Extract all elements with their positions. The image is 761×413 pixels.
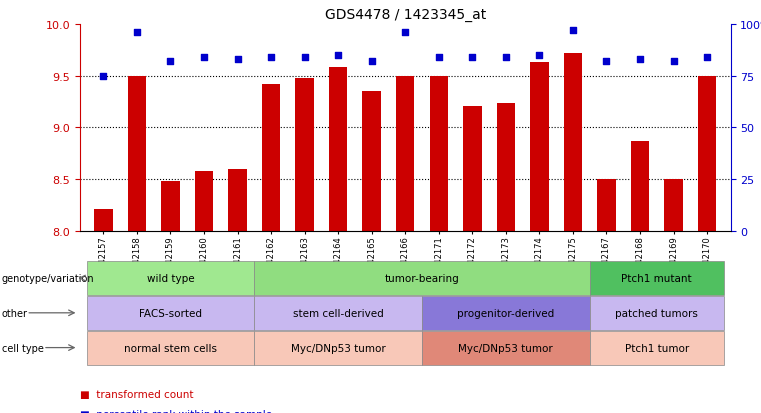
Text: stem cell-derived: stem cell-derived: [293, 308, 384, 318]
Text: Myc/DNp53 tumor: Myc/DNp53 tumor: [291, 343, 386, 353]
Bar: [262, 85, 280, 231]
Text: ■  percentile rank within the sample: ■ percentile rank within the sample: [80, 409, 272, 413]
Bar: [429, 76, 448, 231]
Text: other: other: [2, 308, 27, 318]
Bar: [161, 182, 180, 231]
Point: [533, 52, 546, 59]
Text: ■  transformed count: ■ transformed count: [80, 389, 193, 399]
Text: Myc/DNp53 tumor: Myc/DNp53 tumor: [458, 343, 553, 353]
Point: [231, 57, 244, 63]
Bar: [631, 142, 649, 231]
Bar: [94, 209, 113, 231]
Bar: [564, 54, 582, 231]
Bar: [195, 171, 213, 231]
Point: [265, 55, 277, 61]
Point: [433, 55, 445, 61]
Point: [634, 57, 646, 63]
Point: [701, 55, 713, 61]
Point: [500, 55, 512, 61]
Point: [667, 59, 680, 65]
Bar: [497, 103, 515, 231]
Bar: [597, 180, 616, 231]
Text: cell type: cell type: [2, 343, 43, 353]
Text: Ptch1 tumor: Ptch1 tumor: [625, 343, 689, 353]
Bar: [530, 63, 549, 231]
Point: [567, 28, 579, 34]
Bar: [698, 76, 716, 231]
Bar: [329, 68, 347, 231]
Text: genotype/variation: genotype/variation: [2, 273, 94, 283]
Point: [164, 59, 177, 65]
Bar: [295, 78, 314, 231]
Bar: [362, 92, 381, 231]
Text: patched tumors: patched tumors: [616, 308, 698, 318]
Point: [198, 55, 210, 61]
Point: [466, 55, 479, 61]
Bar: [664, 180, 683, 231]
Bar: [463, 106, 482, 231]
Point: [131, 30, 143, 36]
Title: GDS4478 / 1423345_at: GDS4478 / 1423345_at: [325, 8, 486, 22]
Text: wild type: wild type: [147, 273, 194, 283]
Point: [298, 55, 310, 61]
Bar: [128, 76, 146, 231]
Bar: [396, 76, 415, 231]
Text: progenitor-derived: progenitor-derived: [457, 308, 555, 318]
Text: tumor-bearing: tumor-bearing: [384, 273, 460, 283]
Text: normal stem cells: normal stem cells: [124, 343, 217, 353]
Point: [400, 30, 412, 36]
Point: [97, 73, 110, 80]
Point: [365, 59, 377, 65]
Point: [332, 52, 344, 59]
Text: Ptch1 mutant: Ptch1 mutant: [622, 273, 692, 283]
Text: FACS-sorted: FACS-sorted: [139, 308, 202, 318]
Bar: [228, 169, 247, 231]
Point: [600, 59, 613, 65]
